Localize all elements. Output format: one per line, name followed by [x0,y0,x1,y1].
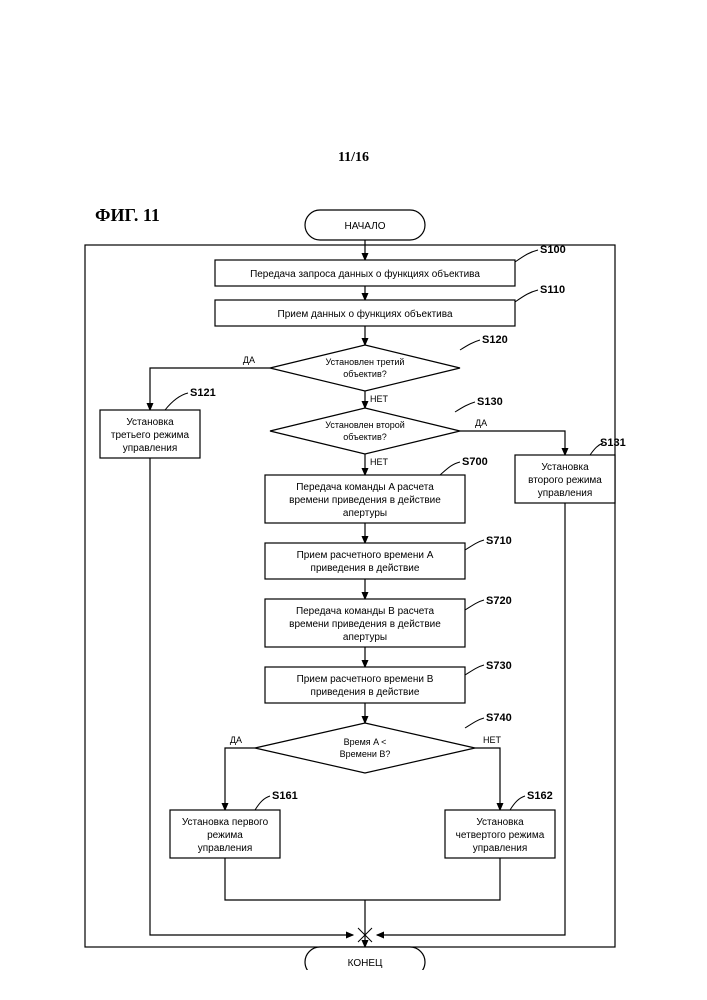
svg-text:Установка первого: Установка первого [182,817,269,828]
svg-text:Установка: Установка [541,462,589,473]
page-number: 11/16 [338,150,369,166]
decision-s130: Установлен второй объектив? [270,408,460,454]
flowchart: НАЧАЛО Передача запроса данных о функция… [70,200,640,970]
label-s131: S131 [600,437,626,449]
svg-text:Установка: Установка [476,817,524,828]
decision-s740: Время A < Времени B? [255,723,475,773]
process-s161: Установка первого режима управления [170,810,280,858]
label-s720: S720 [486,595,512,607]
svg-text:управления: управления [538,488,593,499]
svg-text:приведения в действие: приведения в действие [311,687,420,698]
branch-yes-s120: ДА [243,355,255,365]
svg-text:апертуры: апертуры [343,632,387,643]
svg-text:Время A <: Время A < [344,737,387,747]
label-s110: S110 [540,284,565,296]
svg-text:третьего режима: третьего режима [111,430,190,441]
branch-no-s130: НЕТ [370,457,389,467]
svg-text:второго режима: второго режима [528,475,602,486]
label-s710: S710 [486,535,512,547]
label-s162: S162 [527,790,553,802]
process-s110: Прием данных о функциях объектива [215,300,515,326]
branch-no-s120: НЕТ [370,394,389,404]
svg-text:управления: управления [473,843,528,854]
process-s700: Передача команды A расчета времени приве… [265,475,465,523]
svg-text:Установлен второй: Установлен второй [325,420,405,430]
page: 11/16 ФИГ. 11 НАЧАЛО Передача запроса да… [0,0,707,1000]
svg-text:управления: управления [198,843,253,854]
label-s130: S130 [477,396,503,408]
label-s730: S730 [486,660,512,672]
svg-text:объектив?: объектив? [343,369,386,379]
label-s740: S740 [486,712,512,724]
decision-s120: Установлен третий объектив? [270,345,460,391]
label-s700: S700 [462,456,488,468]
svg-text:Времени B?: Времени B? [340,749,391,759]
svg-text:режима: режима [207,830,243,841]
branch-no-s740: НЕТ [483,735,502,745]
label-s100: S100 [540,244,566,256]
label-s161: S161 [272,790,298,802]
process-s131: Установка второго режима управления [515,455,615,503]
svg-text:Прием данных о функциях объект: Прием данных о функциях объектива [278,308,453,320]
svg-text:Передача команды B расчета: Передача команды B расчета [296,606,435,617]
label-s121: S121 [190,387,216,399]
process-s730: Прием расчетного времени B приведения в … [265,667,465,703]
process-s162: Установка четвертого режима управления [445,810,555,858]
svg-text:Прием расчетного времени A: Прием расчетного времени A [297,550,434,561]
svg-text:Прием расчетного времени B: Прием расчетного времени B [297,674,434,685]
label-s120: S120 [482,334,508,346]
svg-text:Установлен третий: Установлен третий [326,357,405,367]
svg-text:Установка: Установка [126,417,174,428]
svg-text:времени приведения в действие: времени приведения в действие [289,619,441,630]
branch-yes-s130: ДА [475,418,487,428]
process-s720: Передача команды B расчета времени приве… [265,599,465,647]
svg-text:Передача запроса данных о функ: Передача запроса данных о функциях объек… [250,268,480,280]
svg-text:объектив?: объектив? [343,432,386,442]
svg-text:времени приведения в действие: времени приведения в действие [289,495,441,506]
svg-text:Передача команды A расчета: Передача команды A расчета [296,482,434,493]
terminal-end: КОНЕЦ [305,947,425,970]
terminal-start: НАЧАЛО [305,210,425,240]
svg-text:КОНЕЦ: КОНЕЦ [348,958,383,969]
process-s121: Установка третьего режима управления [100,410,200,458]
svg-text:четвертого режима: четвертого режима [456,830,545,841]
svg-text:апертуры: апертуры [343,508,387,519]
svg-text:НАЧАЛО: НАЧАЛО [344,221,385,232]
branch-yes-s740: ДА [230,735,242,745]
process-s710: Прием расчетного времени A приведения в … [265,543,465,579]
svg-text:приведения в действие: приведения в действие [311,563,420,574]
svg-text:управления: управления [123,443,178,454]
process-s100: Передача запроса данных о функциях объек… [215,260,515,286]
